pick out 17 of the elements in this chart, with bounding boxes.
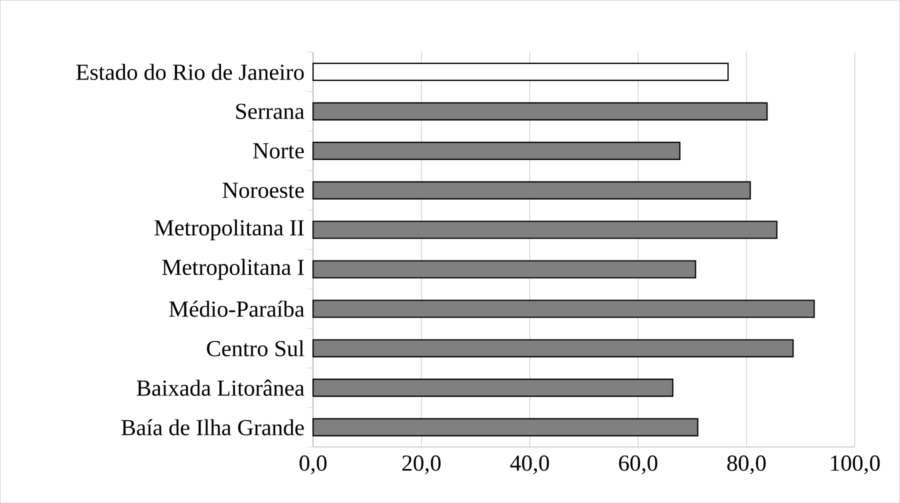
y-tick-label: Norte (253, 143, 304, 158)
y-tick-label: Metropolitana II (154, 219, 304, 240)
y-tick-label: Noroeste (222, 182, 304, 198)
y-tick-label: Metropolitana I (162, 258, 304, 280)
bar (312, 62, 729, 81)
y-tick-label: Baixada Litorânea (136, 380, 304, 396)
x-tick-label: 80,0 (727, 455, 766, 474)
y-tick-label: Serrana (236, 104, 304, 119)
x-tick-label: 60,0 (619, 455, 658, 474)
x-tick-label: 100,0 (831, 455, 880, 474)
y-tick-label: Baía de Ilha Grande (122, 419, 304, 436)
y-tick-label: Centro Sul (206, 340, 304, 356)
x-tick-label: 0,0 (300, 455, 327, 474)
y-tick-label: Estado do Rio de Janeiro (76, 64, 304, 80)
y-tick-label: Médio-Paraíba (169, 300, 304, 317)
x-tick-label: 40,0 (510, 455, 549, 474)
x-tick-label: 20,0 (402, 455, 441, 474)
